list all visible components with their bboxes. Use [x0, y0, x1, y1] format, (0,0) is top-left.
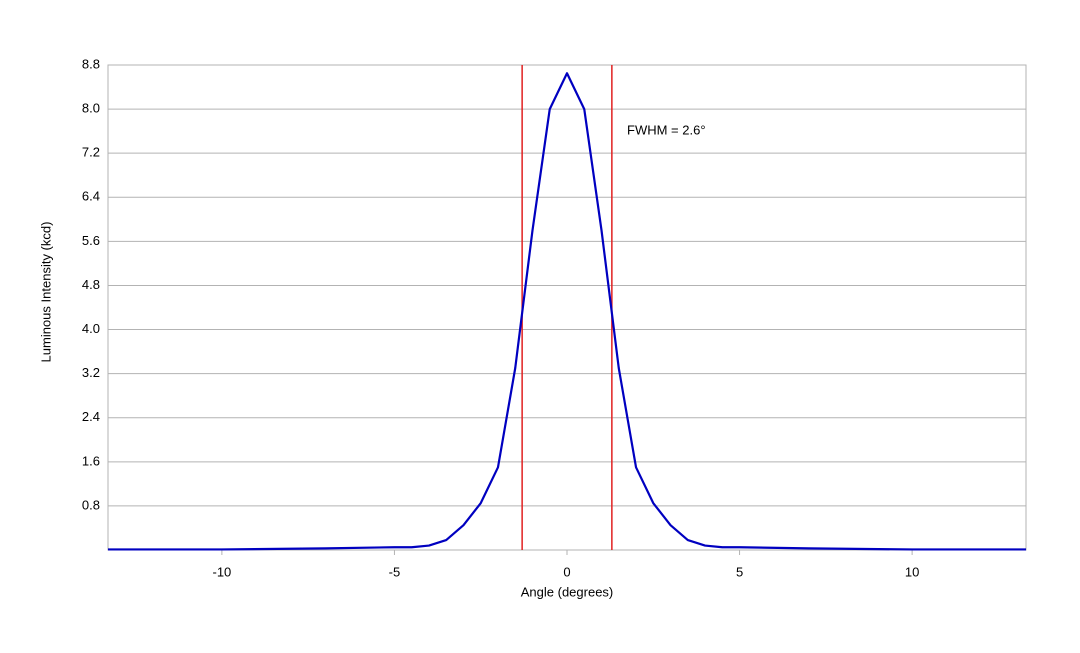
x-tick-label: -10 — [212, 564, 231, 579]
y-tick-label: 1.6 — [82, 453, 100, 468]
data-line — [108, 72, 1026, 551]
y-tick-label: 6.4 — [82, 189, 100, 204]
y-tick-label: 7.2 — [82, 145, 100, 160]
y-tick-label: 4.0 — [82, 321, 100, 336]
y-tick-label: 3.2 — [82, 365, 100, 380]
x-tick-label: 0 — [563, 564, 570, 579]
y-axis-label: Luminous Intensity (kcd) — [38, 222, 53, 363]
x-axis-label: Angle (degrees) — [521, 584, 614, 599]
y-tick-label: 5.6 — [82, 233, 100, 248]
y-tick-label: 8.0 — [82, 101, 100, 116]
x-tick-label: -5 — [389, 564, 401, 579]
annotation: FWHM = 2.6° — [627, 122, 706, 137]
x-tick-label: 10 — [905, 564, 919, 579]
plot-frame — [107, 64, 1027, 551]
y-tick-label: 8.8 — [82, 56, 100, 71]
y-tick-label: 0.8 — [82, 497, 100, 512]
y-tick-label: 4.8 — [82, 277, 100, 292]
x-tick-label: 5 — [736, 564, 743, 579]
y-tick-label: 2.4 — [82, 409, 100, 424]
